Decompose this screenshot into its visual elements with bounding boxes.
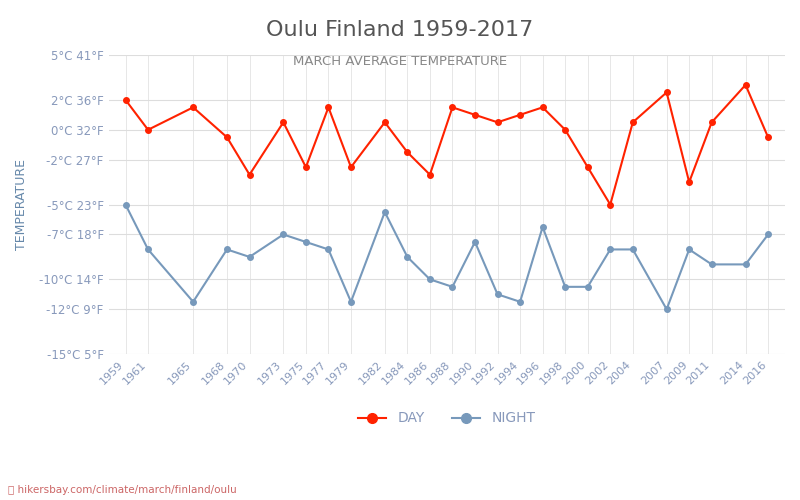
NIGHT: [763, 232, 773, 237]
DAY: [515, 112, 525, 118]
DAY: [763, 134, 773, 140]
DAY: [425, 172, 434, 177]
NIGHT: [448, 284, 458, 290]
DAY: [380, 120, 390, 126]
DAY: [448, 104, 458, 110]
NIGHT: [188, 299, 198, 305]
NIGHT: [425, 276, 434, 282]
NIGHT: [324, 246, 334, 252]
Line: DAY: DAY: [122, 82, 771, 208]
NIGHT: [380, 209, 390, 215]
NIGHT: [741, 262, 750, 268]
NIGHT: [707, 262, 717, 268]
NIGHT: [470, 239, 480, 245]
DAY: [493, 120, 502, 126]
NIGHT: [346, 299, 356, 305]
NIGHT: [515, 299, 525, 305]
NIGHT: [662, 306, 671, 312]
NIGHT: [278, 232, 288, 237]
DAY: [741, 82, 750, 88]
NIGHT: [684, 246, 694, 252]
Legend: DAY, NIGHT: DAY, NIGHT: [353, 406, 541, 431]
NIGHT: [583, 284, 593, 290]
DAY: [324, 104, 334, 110]
DAY: [245, 172, 254, 177]
DAY: [684, 179, 694, 185]
NIGHT: [560, 284, 570, 290]
DAY: [628, 120, 638, 126]
DAY: [402, 149, 412, 155]
NIGHT: [606, 246, 615, 252]
NIGHT: [121, 202, 130, 207]
DAY: [301, 164, 310, 170]
DAY: [121, 97, 130, 103]
DAY: [662, 90, 671, 96]
DAY: [222, 134, 232, 140]
Text: Oulu Finland 1959-2017: Oulu Finland 1959-2017: [266, 20, 534, 40]
Text: ⬥ hikersbay.com/climate/march/finland/oulu: ⬥ hikersbay.com/climate/march/finland/ou…: [8, 485, 237, 495]
DAY: [470, 112, 480, 118]
NIGHT: [538, 224, 547, 230]
NIGHT: [301, 239, 310, 245]
DAY: [606, 202, 615, 207]
Text: MARCH AVERAGE TEMPERATURE: MARCH AVERAGE TEMPERATURE: [293, 55, 507, 68]
DAY: [707, 120, 717, 126]
DAY: [346, 164, 356, 170]
NIGHT: [493, 292, 502, 298]
DAY: [583, 164, 593, 170]
DAY: [143, 127, 153, 133]
NIGHT: [402, 254, 412, 260]
Y-axis label: TEMPERATURE: TEMPERATURE: [15, 159, 28, 250]
DAY: [538, 104, 547, 110]
NIGHT: [245, 254, 254, 260]
DAY: [188, 104, 198, 110]
NIGHT: [143, 246, 153, 252]
DAY: [278, 120, 288, 126]
DAY: [560, 127, 570, 133]
NIGHT: [628, 246, 638, 252]
NIGHT: [222, 246, 232, 252]
Line: NIGHT: NIGHT: [122, 202, 771, 312]
